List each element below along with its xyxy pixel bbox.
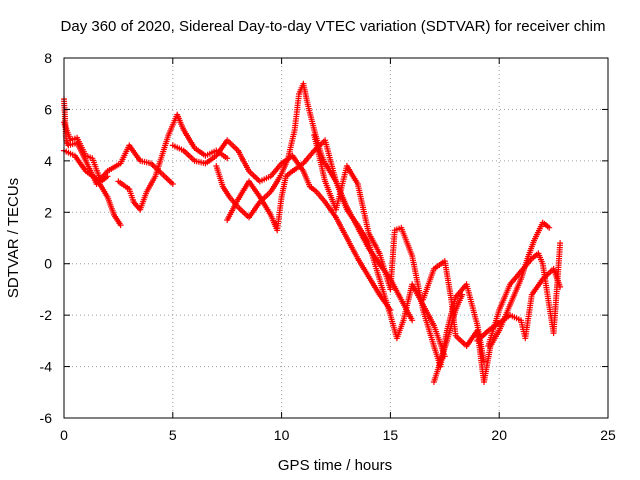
x-tick-label: 5 [169, 427, 177, 443]
y-tick-label: -2 [40, 307, 53, 323]
data-series-sat-track-11 [485, 240, 564, 349]
y-tick-label: -6 [40, 410, 53, 426]
x-axis-label: GPS time / hours [278, 457, 392, 474]
axes: 0 5 10 15 20 25 -6 -4 -2 0 2 4 6 8 [40, 50, 616, 443]
data-point-markers [115, 111, 231, 213]
data-point-markers [474, 265, 564, 344]
x-tick-label: 20 [491, 427, 507, 443]
data-point-markers [420, 219, 553, 385]
y-tick-label: 0 [44, 256, 52, 272]
data-series-sat-track-10 [474, 265, 564, 344]
data-point-markers [485, 240, 564, 349]
x-tick-label: 0 [60, 427, 68, 443]
data-series-sat-track-5 [169, 137, 394, 313]
data-point-markers [430, 291, 466, 385]
plot-frame [63, 57, 609, 419]
y-tick-label: 2 [44, 204, 52, 220]
y-axis-label: SDTVAR / TECUs [5, 178, 22, 298]
data-series-sat-track-12 [430, 291, 466, 385]
y-tick-label: -4 [40, 359, 53, 375]
chart-title: Day 360 of 2020, Sidereal Day-to-day VTE… [61, 18, 606, 35]
data-series-sat-track-4 [115, 111, 231, 213]
x-tick-label: 10 [274, 427, 290, 443]
y-tick-label: 4 [44, 153, 52, 169]
data-series-sat-track-9 [420, 219, 553, 385]
plot-area [61, 80, 564, 385]
x-tick-label: 25 [600, 427, 616, 443]
y-tick-label: 8 [44, 50, 52, 66]
data-point-markers [169, 137, 394, 313]
y-tick-label: 6 [44, 101, 52, 117]
x-tick-label: 15 [383, 427, 399, 443]
